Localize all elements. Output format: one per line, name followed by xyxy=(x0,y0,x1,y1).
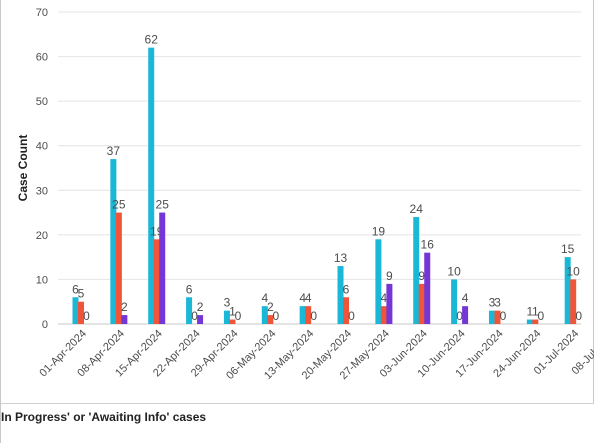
bar[interactable] xyxy=(148,47,155,325)
y-tick-label: 0 xyxy=(42,319,48,331)
data-label: 2 xyxy=(197,300,204,314)
bar[interactable] xyxy=(305,306,312,324)
data-label: 10 xyxy=(447,264,461,278)
data-label: 4 xyxy=(381,291,388,305)
bar[interactable] xyxy=(229,319,236,324)
bar[interactable] xyxy=(159,212,166,324)
data-label: 6 xyxy=(72,282,79,296)
bar[interactable] xyxy=(488,310,495,324)
data-label: 25 xyxy=(112,198,126,212)
data-label: 5 xyxy=(78,287,85,301)
data-label: 4 xyxy=(305,291,312,305)
data-label: 25 xyxy=(156,198,170,212)
data-label: 0 xyxy=(272,309,279,323)
data-label: 15 xyxy=(561,242,575,256)
y-tick-label: 30 xyxy=(36,185,48,197)
data-label: 37 xyxy=(107,144,121,158)
bar[interactable] xyxy=(121,315,128,324)
data-label: 6 xyxy=(343,282,350,296)
bar[interactable] xyxy=(299,306,306,324)
data-label: 9 xyxy=(418,269,425,283)
data-label: 9 xyxy=(386,269,393,283)
data-label: 1 xyxy=(229,305,236,319)
data-label: 4 xyxy=(299,291,306,305)
data-label: 0 xyxy=(456,309,463,323)
data-label: 1 xyxy=(532,305,539,319)
data-label: 6 xyxy=(186,282,193,296)
data-label: 0 xyxy=(537,309,544,323)
data-label: 0 xyxy=(310,309,317,323)
bar[interactable] xyxy=(526,319,533,324)
bar[interactable] xyxy=(380,306,387,324)
bar[interactable] xyxy=(223,310,230,324)
data-label: 0 xyxy=(191,309,198,323)
bar[interactable] xyxy=(451,279,458,324)
bar[interactable] xyxy=(197,315,204,324)
y-tick-label: 20 xyxy=(36,230,48,242)
data-label: 2 xyxy=(121,300,128,314)
data-label: 24 xyxy=(410,202,424,216)
bar[interactable] xyxy=(532,319,539,324)
data-label: 62 xyxy=(145,33,159,47)
y-tick-label: 60 xyxy=(36,52,48,64)
data-label: 3 xyxy=(489,296,496,310)
bar[interactable] xyxy=(375,239,382,324)
y-tick-label: 70 xyxy=(36,7,48,19)
data-label: 0 xyxy=(500,309,507,323)
bar[interactable] xyxy=(386,283,393,324)
data-label: 4 xyxy=(462,291,469,305)
bar[interactable] xyxy=(78,301,84,324)
data-label: 19 xyxy=(372,224,386,238)
y-tick-label: 40 xyxy=(36,141,48,153)
bar[interactable] xyxy=(186,297,193,324)
bar[interactable] xyxy=(424,252,431,324)
bar[interactable] xyxy=(570,279,577,324)
bar[interactable] xyxy=(115,212,122,324)
data-label: 1 xyxy=(526,305,533,319)
footer-title: In Progress' or 'Awaiting Info' cases xyxy=(1,410,207,424)
bar[interactable] xyxy=(494,310,501,324)
data-label: 13 xyxy=(334,251,348,265)
y-tick-label: 50 xyxy=(36,96,48,108)
data-label: 0 xyxy=(575,309,582,323)
panel-footer: In Progress' or 'Awaiting Info' cases xyxy=(1,403,594,433)
bar[interactable] xyxy=(343,297,350,324)
bar[interactable] xyxy=(267,315,274,324)
data-label: 3 xyxy=(494,296,501,310)
bar[interactable] xyxy=(337,266,344,324)
bar[interactable] xyxy=(462,306,469,324)
y-tick-label: 10 xyxy=(36,274,48,286)
bar[interactable] xyxy=(418,283,425,324)
data-label: 0 xyxy=(235,309,242,323)
data-label: 0 xyxy=(83,309,90,323)
y-axis-title: Case Count xyxy=(16,135,30,202)
data-label: 16 xyxy=(421,238,435,252)
data-label: 3 xyxy=(224,296,231,310)
data-label: 10 xyxy=(567,264,581,278)
bar[interactable] xyxy=(261,306,268,324)
bottom-strip xyxy=(1,432,594,443)
bar[interactable] xyxy=(153,239,160,324)
bar[interactable] xyxy=(110,159,117,324)
data-label: 2 xyxy=(267,300,274,314)
bar[interactable] xyxy=(413,217,420,324)
bar[interactable] xyxy=(564,257,571,324)
bar[interactable] xyxy=(72,297,79,324)
data-label: 0 xyxy=(348,309,355,323)
data-label: 4 xyxy=(261,291,268,305)
